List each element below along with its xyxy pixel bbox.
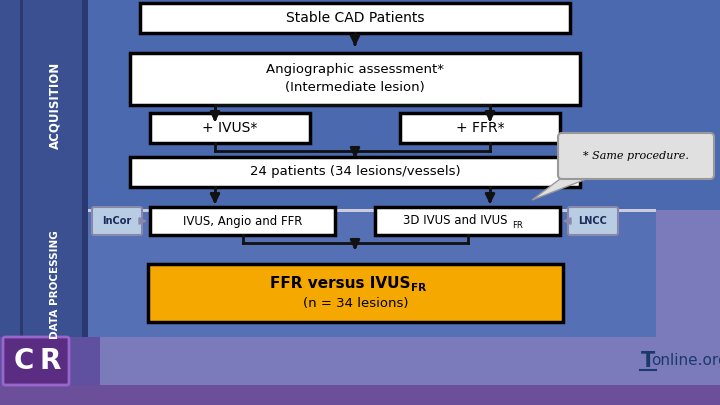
Text: 3D IVUS and IVUS: 3D IVUS and IVUS bbox=[403, 215, 508, 228]
Text: InCor: InCor bbox=[102, 216, 132, 226]
Text: FR: FR bbox=[512, 220, 523, 230]
FancyBboxPatch shape bbox=[3, 337, 69, 385]
Text: C: C bbox=[14, 347, 34, 375]
Text: T: T bbox=[641, 351, 655, 371]
Bar bbox=[88, 210, 656, 337]
Text: FFR versus IVUS: FFR versus IVUS bbox=[270, 275, 410, 290]
FancyBboxPatch shape bbox=[558, 133, 714, 179]
Text: (Intermediate lesion): (Intermediate lesion) bbox=[285, 81, 425, 94]
Text: Stable CAD Patients: Stable CAD Patients bbox=[286, 11, 424, 25]
FancyBboxPatch shape bbox=[375, 207, 560, 235]
Bar bbox=[82, 0, 88, 405]
Bar bbox=[20, 0, 23, 405]
Bar bbox=[88, 209, 656, 212]
Text: IVUS, Angio and FFR: IVUS, Angio and FFR bbox=[183, 215, 302, 228]
Text: online.org: online.org bbox=[652, 354, 720, 369]
Polygon shape bbox=[532, 170, 602, 200]
Bar bbox=[0, 385, 720, 405]
FancyBboxPatch shape bbox=[568, 207, 618, 235]
Text: * Same procedure.: * Same procedure. bbox=[583, 151, 689, 161]
FancyBboxPatch shape bbox=[148, 264, 563, 322]
FancyBboxPatch shape bbox=[130, 53, 580, 105]
Text: DATA PROCESSING: DATA PROCESSING bbox=[50, 230, 60, 339]
Text: LNCC: LNCC bbox=[579, 216, 608, 226]
FancyBboxPatch shape bbox=[150, 113, 310, 143]
FancyBboxPatch shape bbox=[140, 3, 570, 33]
FancyBboxPatch shape bbox=[130, 157, 580, 187]
Text: Angiographic assessment*: Angiographic assessment* bbox=[266, 64, 444, 77]
FancyBboxPatch shape bbox=[400, 113, 560, 143]
FancyBboxPatch shape bbox=[92, 207, 142, 235]
Text: (n = 34 lesions): (n = 34 lesions) bbox=[302, 296, 408, 309]
FancyBboxPatch shape bbox=[150, 207, 335, 235]
Bar bbox=[88, 0, 720, 210]
Text: 24 patients (34 lesions/vessels): 24 patients (34 lesions/vessels) bbox=[250, 166, 460, 179]
Bar bbox=[0, 0, 88, 405]
Text: ACQUISITION: ACQUISITION bbox=[48, 62, 61, 149]
Bar bbox=[0, 337, 100, 385]
Text: + FFR*: + FFR* bbox=[456, 121, 504, 135]
Text: R: R bbox=[40, 347, 60, 375]
Text: + IVUS*: + IVUS* bbox=[202, 121, 258, 135]
Text: FR: FR bbox=[411, 283, 426, 293]
